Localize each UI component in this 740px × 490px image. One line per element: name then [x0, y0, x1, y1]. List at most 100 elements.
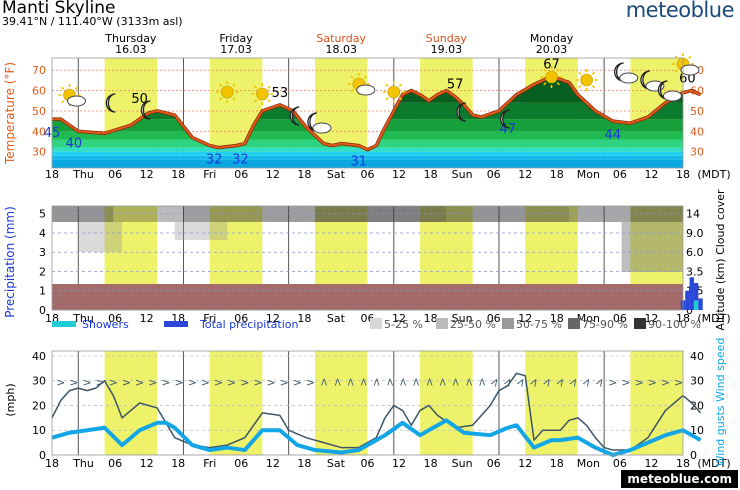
- legend-label-showers: Showers: [82, 318, 129, 331]
- altitude-tick: 0: [686, 304, 693, 317]
- wind-direction-arrow: >: [357, 377, 370, 386]
- location-coordinates: 39.41°N / 111.40°W (3133m asl): [2, 15, 183, 28]
- panel-frame: [51, 57, 684, 169]
- footer-brand-link[interactable]: meteoblue.com: [621, 470, 738, 488]
- wind-axis-label: (mph): [4, 383, 17, 416]
- cloud-cover-high: [314, 206, 447, 222]
- sun-ray: [253, 85, 258, 89]
- time-tick-label: 06: [361, 457, 375, 470]
- cloud-cover-high: [183, 206, 315, 222]
- time-tick-label: 06: [613, 168, 627, 181]
- sun-ray: [218, 97, 223, 101]
- temperature-band: [52, 151, 683, 156]
- sun-disc: [220, 85, 234, 99]
- meteoblue-logo[interactable]: meteoblue: [625, 0, 735, 22]
- temperature-line: [52, 75, 701, 151]
- time-tick-label: 18: [550, 457, 564, 470]
- precip-tick: 2: [39, 265, 46, 278]
- wind-direction-arrow: >: [188, 376, 197, 389]
- wind-direction-arrow: >: [306, 376, 315, 389]
- time-tick-label: 06: [234, 457, 248, 470]
- wind-direction-arrow: >: [661, 376, 670, 389]
- wind-tick-right: 20: [690, 399, 704, 412]
- time-tick-label: 06: [487, 312, 501, 325]
- day-name: Sunday: [426, 32, 468, 45]
- cloud-puff: [680, 64, 700, 76]
- cloud-cover-high: [446, 206, 570, 222]
- time-tick-label: Thu: [72, 312, 94, 325]
- wind-direction-arrow: >: [82, 376, 91, 389]
- wind-right-axis-label: Wind gusts Wind speed: [714, 338, 727, 467]
- day-name: Saturday: [316, 32, 366, 45]
- altitude-tick: 14: [686, 208, 700, 221]
- wind-direction-arrow: >: [96, 376, 105, 389]
- time-tick-label: Sat: [327, 312, 346, 325]
- cloud-cover-mid: [78, 222, 123, 252]
- time-tick-label: 12: [266, 168, 280, 181]
- sun-ray: [232, 83, 236, 87]
- day-date: 20.03: [536, 43, 568, 56]
- timezone-label: (MDT): [697, 168, 730, 181]
- wind-direction-arrow: >: [410, 377, 423, 386]
- moon-crescent: [500, 109, 510, 129]
- sun-ray: [385, 83, 389, 87]
- moon-cloud-icon: [307, 112, 332, 134]
- day-name: Monday: [530, 32, 574, 45]
- time-tick-label: Sat: [327, 457, 346, 470]
- daylight-band: [420, 351, 473, 455]
- time-tick-label: 12: [644, 168, 658, 181]
- sun-icon: [382, 81, 405, 103]
- moon-crescent: [105, 93, 116, 113]
- wind-direction-arrow: >: [280, 376, 289, 389]
- time-tick-label: 06: [487, 168, 501, 181]
- temperature-value-label: 40: [66, 136, 83, 151]
- wind-gust-line: [51, 372, 702, 451]
- time-tick-label: Mon: [577, 457, 600, 470]
- moon-icon: [105, 93, 116, 113]
- temperature-tick-right: 30: [690, 146, 704, 159]
- time-tick-label: 12: [518, 312, 532, 325]
- sun-icon: [540, 66, 563, 88]
- time-tick-label: Sun: [452, 457, 473, 470]
- time-tick-label: 18: [424, 312, 438, 325]
- time-tick-label: 06: [108, 457, 122, 470]
- time-tick-label: 12: [518, 168, 532, 181]
- time-tick-label: 18: [550, 168, 564, 181]
- temperature-axes: 30304040505060607070Temperature (°F): [3, 62, 704, 165]
- wind-tick-right: 40: [690, 350, 704, 363]
- time-tick-label: 12: [518, 457, 532, 470]
- wind-direction-arrow: >: [56, 376, 65, 389]
- sun-ray: [398, 97, 403, 101]
- wind-direction-arrow: >: [344, 377, 357, 386]
- time-tick-label: 06: [361, 168, 375, 181]
- wind-direction-arrow: >: [201, 376, 210, 389]
- temperature-tick: 40: [32, 125, 46, 138]
- wind-direction-arrow: >: [227, 376, 236, 389]
- time-tick-label: 12: [140, 312, 154, 325]
- sun-disc: [256, 87, 269, 101]
- cloud-legend-label: 5-25 %: [384, 318, 423, 331]
- wind-direction-arrow: >: [462, 377, 475, 386]
- wind-direction-arrow: >: [293, 376, 302, 389]
- sun-icon: [575, 69, 598, 91]
- temperature-band: [52, 159, 683, 168]
- wind-tick: 0: [39, 449, 46, 462]
- altitude-axis-label: Altitude (km) Cloud cover: [714, 189, 727, 331]
- day-date: 19.03: [431, 43, 463, 56]
- wind-direction-arrow: >: [331, 377, 344, 386]
- cloud-legend-swatch: [370, 318, 382, 329]
- time-tick-label: 12: [140, 457, 154, 470]
- time-tick-label: 06: [487, 457, 501, 470]
- cloud-legend-label: 90-100 %: [648, 318, 701, 331]
- day-date: 18.03: [325, 43, 357, 56]
- sun-ray: [591, 85, 595, 89]
- time-tick-label: 12: [644, 457, 658, 470]
- wind-direction-arrow: >: [475, 377, 488, 386]
- sun-ray: [398, 83, 403, 87]
- cloud-legend-label: 75-90 %: [582, 318, 628, 331]
- wind-direction-arrow: >: [122, 376, 131, 389]
- cloud-legend-swatch: [634, 318, 646, 329]
- shower-bar: [693, 300, 699, 310]
- wind-direction-arrow: >: [397, 377, 410, 386]
- time-tick-label: 12: [140, 168, 154, 181]
